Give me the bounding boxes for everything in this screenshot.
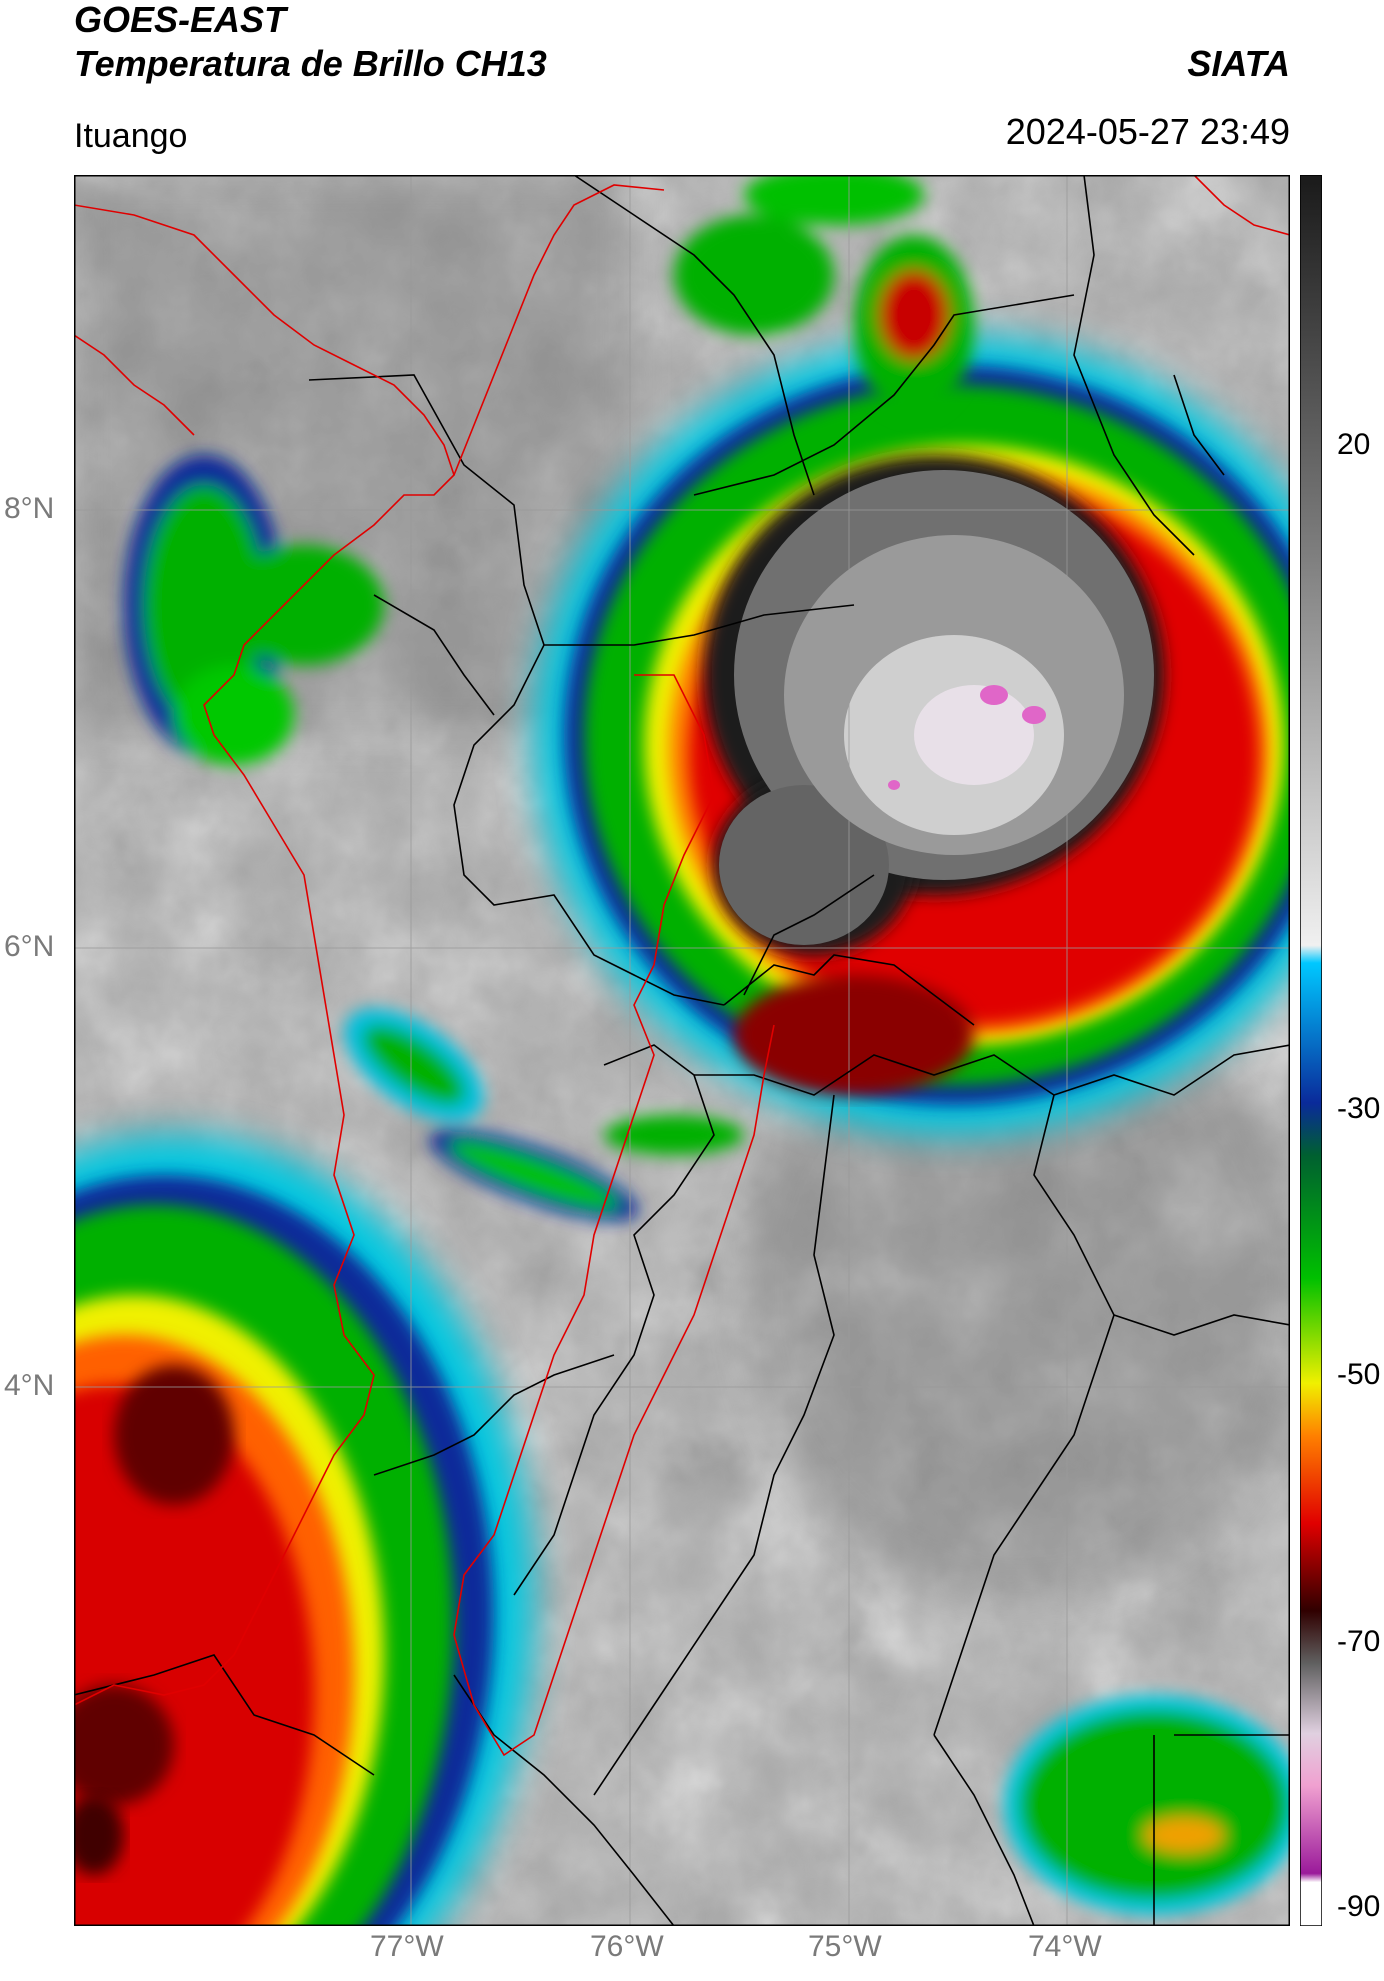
lat-label-6n: 6°N xyxy=(4,930,55,963)
region-label: Ituango xyxy=(74,117,188,155)
datetime-label: 2024-05-27 23:49 xyxy=(1005,111,1290,152)
colorbar-tick-neg70: -70 xyxy=(1337,1625,1381,1658)
colorbar-tick-neg30: -30 xyxy=(1337,1092,1381,1125)
lat-label-4n: 4°N xyxy=(4,1369,55,1402)
sw-system xyxy=(74,1135,534,1926)
lon-label-74w: 74°W xyxy=(1028,1930,1102,1963)
se-cell xyxy=(1004,1695,1290,1915)
satellite-map xyxy=(74,175,1290,1926)
lon-label-75w: 75°W xyxy=(808,1930,882,1963)
colorbar-tick-neg50: -50 xyxy=(1337,1358,1381,1391)
lon-label-76w: 76°W xyxy=(590,1930,664,1963)
map-frame xyxy=(74,175,1290,1926)
colorbar xyxy=(1300,175,1322,1926)
satellite-title: GOES-EAST xyxy=(74,0,287,40)
ne-cell xyxy=(674,175,974,415)
main-storm xyxy=(534,335,1290,1135)
lon-label-77w: 77°W xyxy=(370,1930,444,1963)
colorbar-ramp xyxy=(1300,175,1322,1926)
product-title: Temperatura de Brillo CH13 xyxy=(74,43,547,84)
colorbar-tick-20: 20 xyxy=(1337,428,1371,461)
gridlines xyxy=(74,175,1290,1926)
dark-gray-east xyxy=(744,995,1290,1595)
brand-label: SIATA xyxy=(1187,43,1290,84)
colorbar-tick-neg90: -90 xyxy=(1337,1890,1381,1923)
central-bands xyxy=(344,1008,744,1221)
nw-convection xyxy=(124,455,384,765)
admin-borders xyxy=(74,175,1290,1926)
lat-label-8n: 8°N xyxy=(4,492,55,525)
region-borders xyxy=(74,175,1290,1757)
